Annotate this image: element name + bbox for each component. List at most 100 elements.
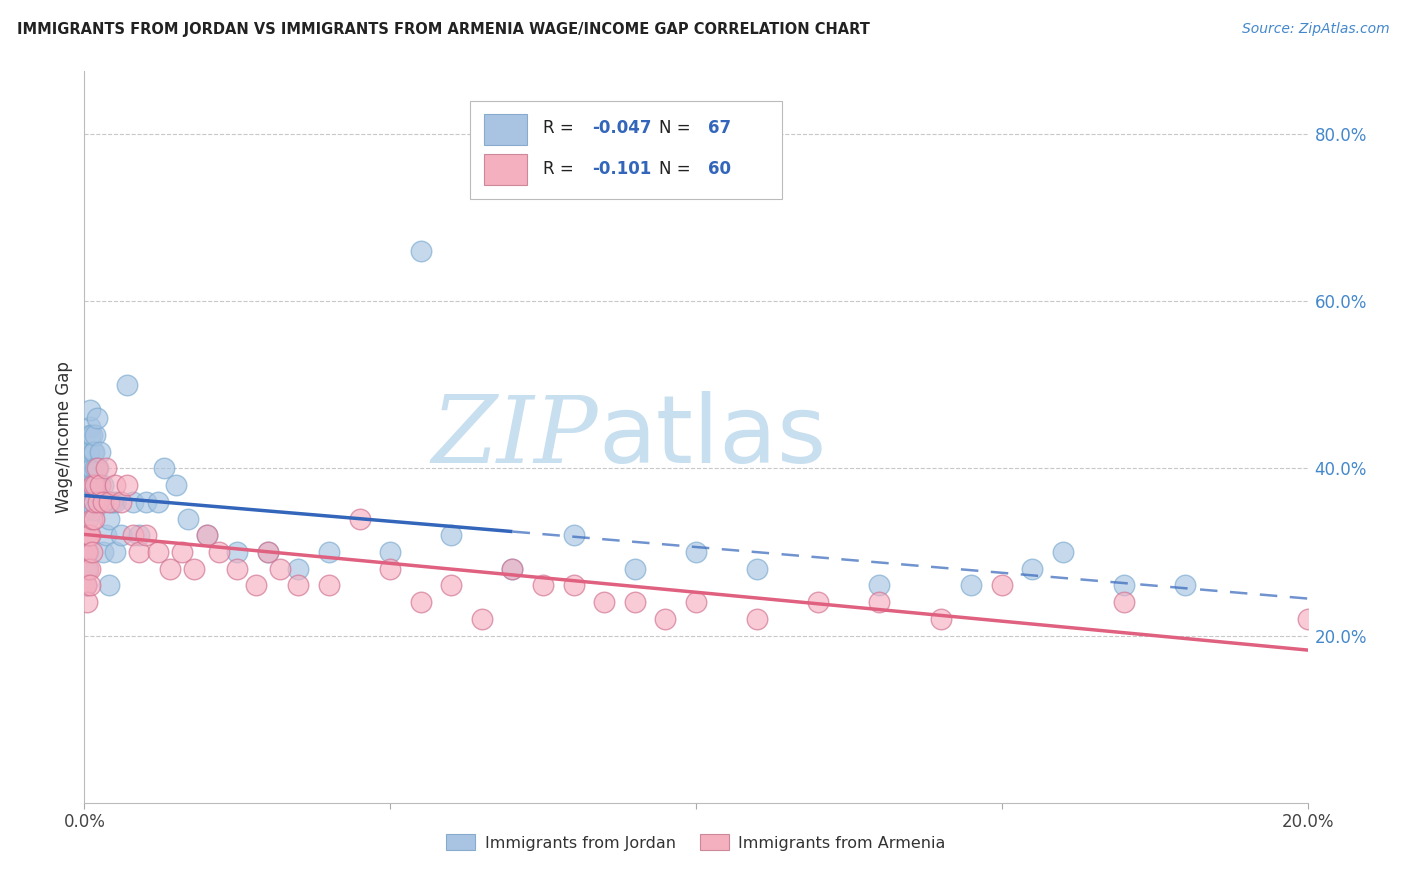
Point bbox=[79, 403, 101, 417]
Point bbox=[89, 444, 111, 458]
Point bbox=[94, 461, 117, 475]
Point bbox=[269, 562, 291, 576]
Point bbox=[245, 578, 267, 592]
Point bbox=[79, 419, 101, 434]
Point bbox=[83, 495, 105, 509]
Point bbox=[76, 545, 98, 559]
Point bbox=[165, 478, 187, 492]
Point bbox=[83, 461, 105, 475]
Point bbox=[135, 495, 157, 509]
Point bbox=[960, 578, 983, 592]
Point bbox=[226, 562, 249, 576]
Point bbox=[97, 495, 120, 509]
Point bbox=[257, 545, 280, 559]
Point bbox=[593, 595, 616, 609]
Point bbox=[77, 461, 100, 475]
Point bbox=[807, 595, 830, 609]
Text: Source: ZipAtlas.com: Source: ZipAtlas.com bbox=[1241, 22, 1389, 37]
Point bbox=[122, 528, 145, 542]
Point bbox=[257, 545, 280, 559]
Text: -0.101: -0.101 bbox=[592, 160, 651, 178]
Point bbox=[135, 528, 157, 542]
Point bbox=[80, 545, 103, 559]
Point bbox=[991, 578, 1014, 592]
Point bbox=[83, 444, 105, 458]
Point bbox=[79, 528, 101, 542]
Point bbox=[869, 595, 891, 609]
Point bbox=[91, 478, 114, 492]
Point bbox=[869, 578, 891, 592]
Point bbox=[685, 545, 707, 559]
Point bbox=[79, 578, 101, 592]
Text: IMMIGRANTS FROM JORDAN VS IMMIGRANTS FROM ARMENIA WAGE/INCOME GAP CORRELATION CH: IMMIGRANTS FROM JORDAN VS IMMIGRANTS FRO… bbox=[17, 22, 870, 37]
Point bbox=[115, 478, 138, 492]
Point bbox=[128, 528, 150, 542]
Point bbox=[349, 511, 371, 525]
Text: -0.047: -0.047 bbox=[592, 120, 651, 137]
Point bbox=[77, 528, 100, 542]
Point bbox=[624, 595, 647, 609]
Point bbox=[91, 545, 114, 559]
Point bbox=[97, 578, 120, 592]
Point bbox=[110, 528, 132, 542]
Point bbox=[86, 461, 108, 475]
Point bbox=[84, 478, 107, 492]
Point bbox=[380, 545, 402, 559]
Text: 60: 60 bbox=[709, 160, 731, 178]
Text: R =: R = bbox=[543, 160, 585, 178]
Point bbox=[76, 545, 98, 559]
Legend: Immigrants from Jordan, Immigrants from Armenia: Immigrants from Jordan, Immigrants from … bbox=[440, 828, 952, 857]
Point bbox=[87, 461, 110, 475]
Text: ZIP: ZIP bbox=[432, 392, 598, 482]
Point bbox=[77, 495, 100, 509]
Point bbox=[208, 545, 231, 559]
Point bbox=[318, 578, 340, 592]
Point bbox=[77, 478, 100, 492]
Point bbox=[79, 428, 101, 442]
Point bbox=[75, 528, 97, 542]
Text: 67: 67 bbox=[709, 120, 731, 137]
FancyBboxPatch shape bbox=[484, 114, 527, 145]
Point bbox=[97, 511, 120, 525]
Point bbox=[75, 578, 97, 592]
Point bbox=[76, 503, 98, 517]
Point bbox=[104, 545, 127, 559]
Point bbox=[177, 511, 200, 525]
Point bbox=[172, 545, 194, 559]
Point bbox=[1174, 578, 1197, 592]
Point bbox=[159, 562, 181, 576]
Point bbox=[409, 244, 432, 258]
Point bbox=[75, 578, 97, 592]
Point bbox=[76, 545, 98, 559]
Point bbox=[77, 444, 100, 458]
Point bbox=[146, 545, 169, 559]
Point bbox=[562, 528, 585, 542]
Point bbox=[110, 495, 132, 509]
Point bbox=[1052, 545, 1074, 559]
Point bbox=[94, 528, 117, 542]
Point bbox=[1114, 595, 1136, 609]
Point bbox=[79, 562, 101, 576]
Text: atlas: atlas bbox=[598, 391, 827, 483]
FancyBboxPatch shape bbox=[484, 154, 527, 185]
Point bbox=[75, 562, 97, 576]
Point bbox=[146, 495, 169, 509]
Point bbox=[104, 495, 127, 509]
FancyBboxPatch shape bbox=[470, 101, 782, 200]
Point bbox=[86, 478, 108, 492]
Point bbox=[502, 562, 524, 576]
Point bbox=[1296, 612, 1319, 626]
Point bbox=[83, 511, 105, 525]
Y-axis label: Wage/Income Gap: Wage/Income Gap bbox=[55, 361, 73, 513]
Point bbox=[80, 428, 103, 442]
Point bbox=[747, 562, 769, 576]
Text: N =: N = bbox=[659, 160, 696, 178]
Point bbox=[685, 595, 707, 609]
Point bbox=[471, 612, 494, 626]
Point bbox=[747, 612, 769, 626]
Point bbox=[77, 511, 100, 525]
Point bbox=[318, 545, 340, 559]
Text: R =: R = bbox=[543, 120, 579, 137]
Point bbox=[77, 528, 100, 542]
Point bbox=[101, 495, 124, 509]
